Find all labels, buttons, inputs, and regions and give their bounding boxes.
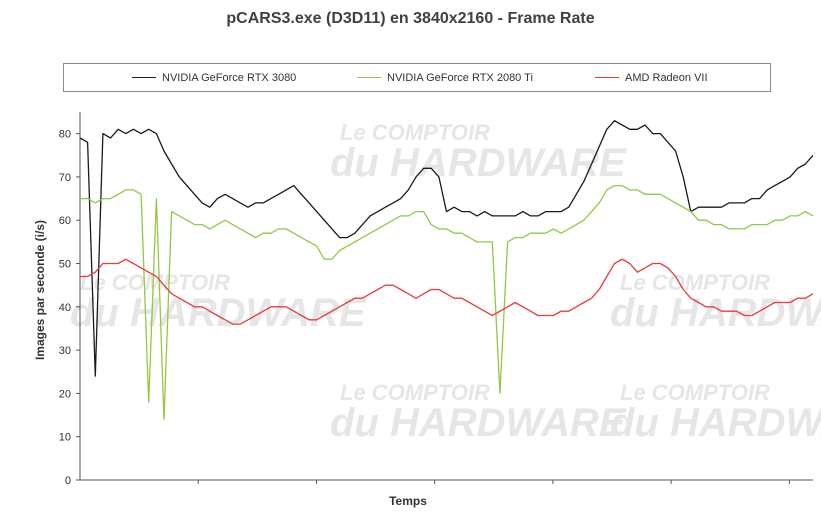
y-axis-label: Images par seconde (i/s) (33, 219, 47, 361)
y-tick-label: 30 (59, 345, 71, 357)
series-rtx2080ti-line (80, 184, 814, 421)
watermark-text: Le COMPTOIR (340, 120, 490, 145)
y-tick-label: 0 (65, 475, 71, 487)
legend-item-radeon-vii: AMD Radeon VII (595, 64, 708, 91)
y-tick-label: 70 (59, 172, 71, 184)
legend-swatch-radeon-vii (595, 77, 619, 78)
series-radeon-vii-line (80, 258, 814, 325)
legend-label-radeon-vii: AMD Radeon VII (625, 71, 708, 84)
y-tick-label: 10 (59, 432, 71, 444)
watermark-text: Le COMPTOIR (620, 270, 770, 295)
y-tick-label: 20 (59, 388, 71, 400)
watermark-text: du HARDWARE (610, 401, 821, 445)
chart-legend: NVIDIA GeForce RTX 3080 NVIDIA GeForce R… (63, 63, 771, 92)
watermark-text: du HARDWARE (70, 291, 367, 335)
watermark-text: Le COMPTOIR (340, 380, 490, 405)
y-tick-label: 40 (59, 302, 71, 314)
legend-item-rtx3080: NVIDIA GeForce RTX 3080 (132, 64, 296, 91)
watermark-text: du HARDWARE (610, 291, 821, 335)
axes-group: 0 10 20 30 40 50 60 70 80 (59, 112, 813, 487)
legend-item-rtx2080ti: NVIDIA GeForce RTX 2080 Ti (357, 64, 533, 91)
legend-label-rtx3080: NVIDIA GeForce RTX 3080 (162, 71, 297, 84)
y-tick-label: 80 (59, 129, 71, 141)
watermark-text: du HARDWARE (330, 141, 627, 185)
y-tick-label: 60 (59, 215, 71, 227)
x-axis-label: Temps (389, 494, 427, 508)
legend-label-rtx2080ti: NVIDIA GeForce RTX 2080 Ti (387, 71, 533, 84)
y-tick-label: 50 (59, 259, 71, 271)
legend-swatch-rtx3080 (132, 77, 156, 78)
legend-swatch-rtx2080ti (357, 77, 381, 78)
watermark-text: Le COMPTOIR (620, 380, 770, 405)
series-group (79, 120, 814, 421)
watermark-text: du HARDWARE (330, 401, 627, 445)
watermark-text: Le COMPTOIR (80, 270, 230, 295)
chart-title: pCARS3.exe (D3D11) en 3840x2160 - Frame … (226, 10, 595, 27)
